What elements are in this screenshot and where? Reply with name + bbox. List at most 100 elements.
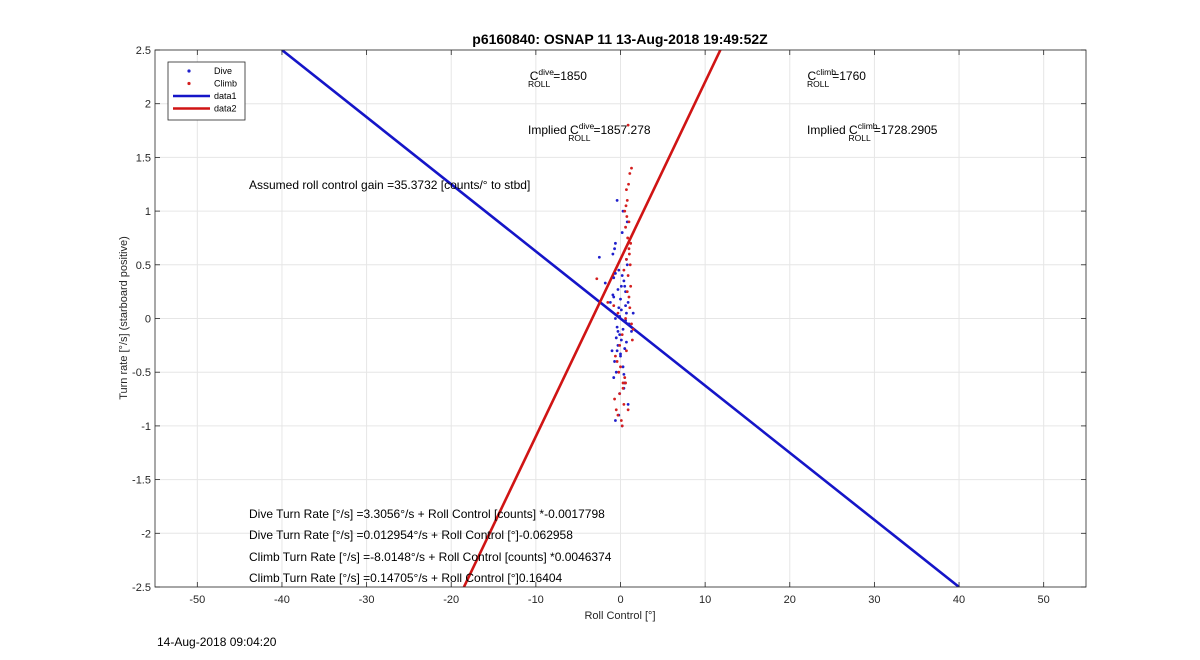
legend-label-data1: data1 xyxy=(214,91,237,101)
climb-point xyxy=(624,317,627,320)
climb-point xyxy=(616,413,620,417)
dive-point xyxy=(625,340,628,344)
dive-point xyxy=(625,263,629,267)
dive-point xyxy=(612,295,616,299)
climb-counts-equation: Climb Turn Rate [°/s] =-8.0148°/s + Roll… xyxy=(249,550,612,564)
climb-point xyxy=(625,198,629,202)
climb-point xyxy=(619,365,622,369)
dive-point xyxy=(617,268,621,272)
climb-point xyxy=(626,408,630,412)
climb-point xyxy=(625,215,629,218)
climb-point xyxy=(626,123,630,127)
climb-point xyxy=(623,376,627,379)
dive-point xyxy=(623,347,627,350)
dive-point xyxy=(620,274,624,277)
y-tick-label: -2.5 xyxy=(132,582,151,594)
climb-point xyxy=(614,354,617,358)
dive-point xyxy=(597,255,601,259)
x-tick-label: -20 xyxy=(443,594,459,606)
dive-point xyxy=(619,338,623,342)
dive-point xyxy=(626,403,630,406)
dive-degrees-equation: Dive Turn Rate [°/s] =0.012954°/s + Roll… xyxy=(249,528,573,542)
y-axis-label: Turn rate [°/s] (starboard positive) xyxy=(118,236,130,400)
climb-point xyxy=(629,241,633,245)
dive-point xyxy=(615,198,619,202)
x-tick-label: 20 xyxy=(784,594,796,606)
dive-point xyxy=(618,333,622,337)
dive-point xyxy=(624,319,627,323)
x-tick-label: -50 xyxy=(189,594,205,606)
climb-point xyxy=(630,322,633,326)
x-tick-label: 10 xyxy=(699,594,711,606)
dive-point xyxy=(620,231,624,234)
climb-point xyxy=(595,277,599,281)
dive-point xyxy=(616,288,620,291)
dive-point xyxy=(611,252,615,256)
dive-point xyxy=(619,308,623,312)
climb-point xyxy=(615,360,619,363)
y-tick-label: 0.5 xyxy=(136,260,151,272)
legend-marker-climb xyxy=(187,81,191,86)
dive-point xyxy=(614,241,617,245)
climb-point xyxy=(630,338,634,342)
climb-point xyxy=(613,397,616,401)
dive-counts-equation: Dive Turn Rate [°/s] =3.3056°/s + Roll C… xyxy=(249,507,605,521)
climb-point xyxy=(627,252,631,256)
dive-point xyxy=(616,329,620,333)
climb-point xyxy=(626,236,630,240)
x-tick-label: -30 xyxy=(359,594,375,606)
climb-point xyxy=(620,424,624,428)
implied-c-roll-dive-annotation: Implied Cdive ROLL=1857.278 xyxy=(528,121,651,143)
y-tick-label: 1 xyxy=(145,206,151,218)
dive-point xyxy=(623,284,627,288)
x-axis-label: Roll Control [°] xyxy=(584,610,655,622)
climb-point xyxy=(630,166,633,170)
legend-label-data2: data2 xyxy=(214,104,237,114)
c-roll-climb-annotation: Cclimb ROLL=1760 xyxy=(807,67,866,89)
climb-point xyxy=(621,386,625,390)
climb-degrees-equation: Climb Turn Rate [°/s] =0.14705°/s + Roll… xyxy=(249,571,563,585)
fit-line-data1 xyxy=(281,50,960,587)
dive-point xyxy=(613,360,616,363)
dive-point xyxy=(614,336,618,340)
x-tick-label: 30 xyxy=(868,594,880,606)
climb-point xyxy=(624,204,628,208)
roll-gain-annotation: Assumed roll control gain =35.3732 [coun… xyxy=(249,178,530,192)
climb-point xyxy=(622,268,626,272)
dive-point xyxy=(612,276,616,280)
climb-point xyxy=(621,381,625,385)
climb-point xyxy=(625,188,628,192)
dive-point xyxy=(621,365,625,369)
climb-point xyxy=(628,172,632,175)
dive-point xyxy=(625,311,628,315)
climb-point xyxy=(616,311,620,315)
dive-point xyxy=(615,325,619,329)
climb-point xyxy=(627,295,631,299)
chart-title: p6160840: OSNAP 11 13-Aug-2018 19:49:52Z xyxy=(472,31,768,47)
y-tick-label: 0 xyxy=(145,314,151,326)
y-tick-label: 2 xyxy=(145,99,151,111)
dive-point xyxy=(619,354,622,358)
dive-point xyxy=(630,329,633,333)
y-tick-label: 2.5 xyxy=(136,45,151,57)
dive-point xyxy=(622,372,626,376)
x-tick-label: -40 xyxy=(274,594,290,606)
dive-point xyxy=(611,293,615,297)
climb-point xyxy=(622,403,626,406)
y-tick-label: -0.5 xyxy=(132,367,151,379)
legend: Dive Climb data1 data2 xyxy=(167,61,246,121)
climb-point xyxy=(620,333,624,337)
legend-label-dive: Dive xyxy=(214,66,232,76)
dive-point xyxy=(631,311,635,315)
climb-point xyxy=(618,392,622,396)
climb-point xyxy=(624,381,627,385)
dive-point xyxy=(614,370,618,374)
fit-line-data2 xyxy=(462,50,722,587)
x-tick-label: 50 xyxy=(1038,594,1050,606)
dive-point xyxy=(614,419,617,422)
dive-point xyxy=(603,281,607,285)
climb-point xyxy=(619,419,623,422)
y-tick-label: -2 xyxy=(141,528,151,540)
climb-point xyxy=(618,343,622,347)
